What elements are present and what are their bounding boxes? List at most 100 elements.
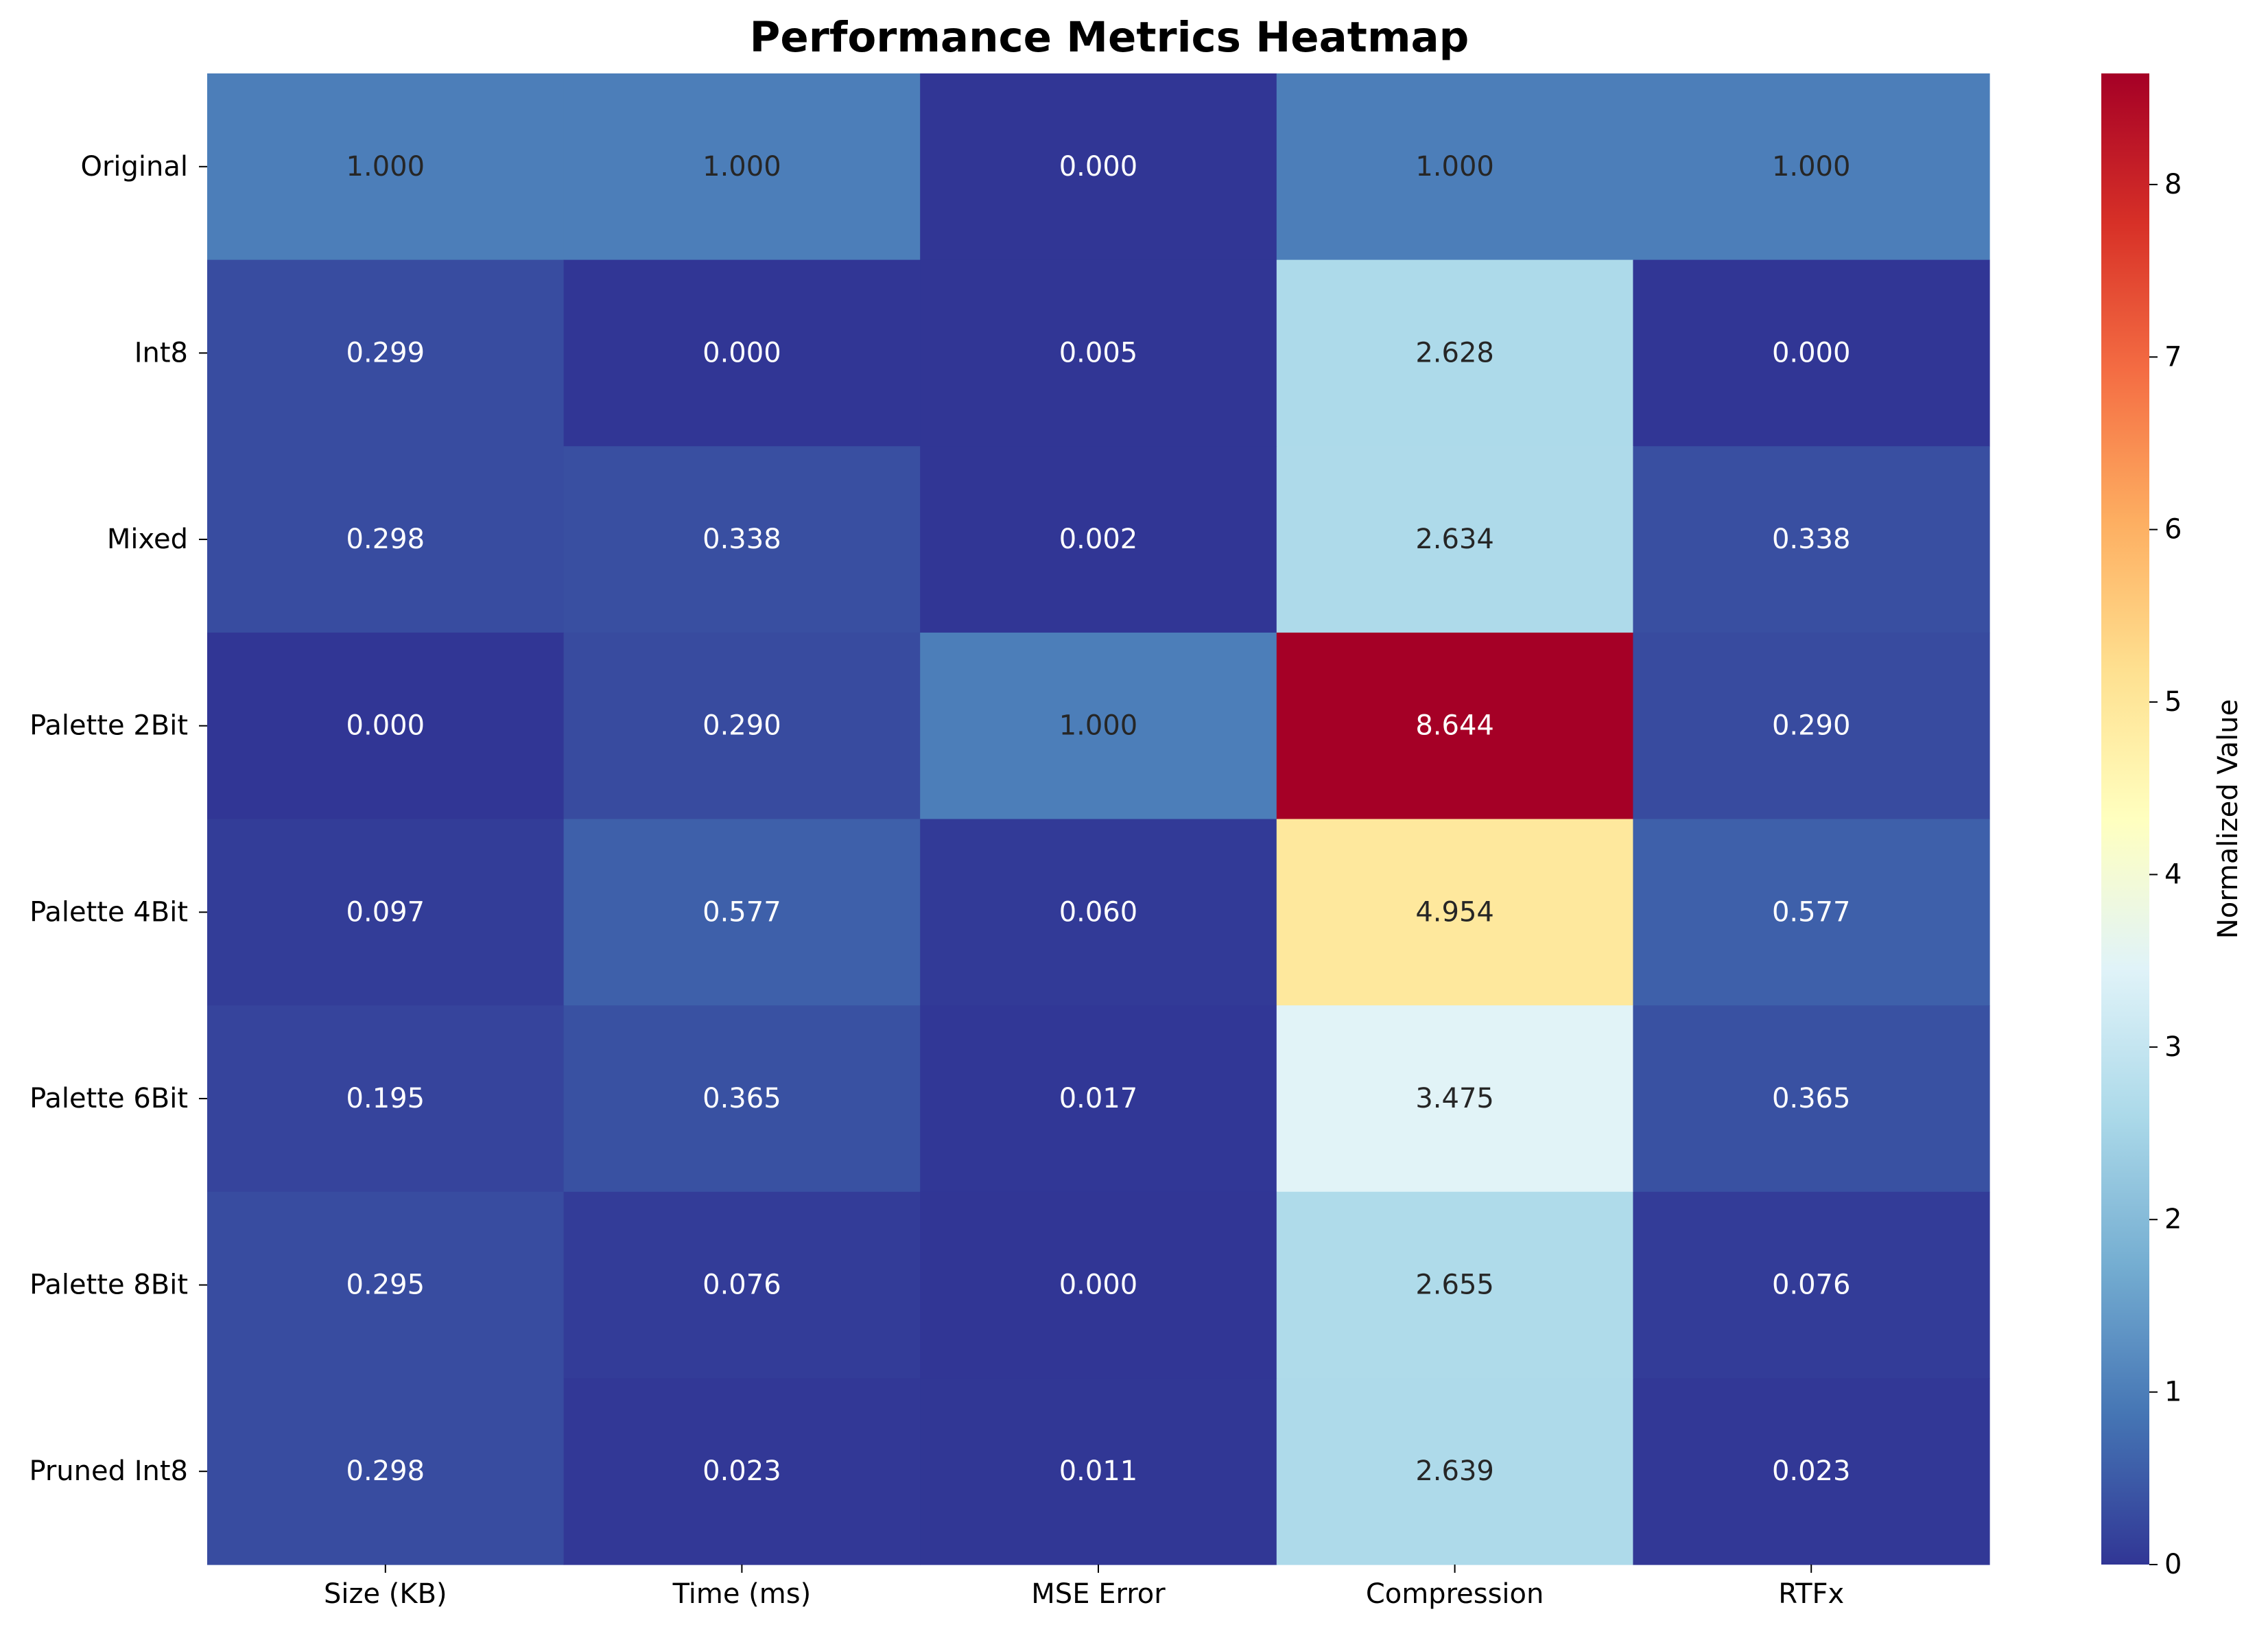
cell-value-label: 0.005 — [1059, 337, 1138, 368]
heatmap-cell-palette-4bit-time-ms — [563, 819, 921, 1006]
row-label-palette-6bit: Palette 6Bit — [29, 1083, 188, 1114]
heatmap-cell-palette-2bit-time-ms — [563, 632, 921, 820]
colorbar-tick-label: 3 — [2164, 1031, 2182, 1063]
column-label-mse-error: MSE Error — [1031, 1578, 1166, 1610]
heatmap-cell-mixed-rtfx — [1633, 446, 1990, 633]
cell-value-label: 1.000 — [346, 151, 425, 183]
heatmap-cell-palette-6bit-rtfx — [1633, 1005, 1990, 1193]
cell-value-label: 0.290 — [1772, 710, 1851, 742]
cell-value-label: 0.365 — [702, 1083, 781, 1114]
colorbar-gradient — [2101, 73, 2149, 1565]
row-label-int8: Int8 — [134, 337, 188, 368]
heatmap-cell-palette-6bit-time-ms — [563, 1005, 921, 1193]
cell-value-label: 1.000 — [702, 151, 781, 183]
heatmap-cell-original-compression — [1276, 73, 1633, 261]
cell-value-label: 0.298 — [346, 1455, 425, 1487]
heatmap-cell-palette-8bit-mse-error — [920, 1191, 1277, 1379]
heatmap-cell-palette-4bit-size-kb — [207, 819, 565, 1006]
heatmap-cell-palette-2bit-size-kb — [207, 632, 565, 820]
heatmap-cell-palette-6bit-size-kb — [207, 1005, 565, 1193]
cell-value-label: 2.634 — [1415, 524, 1494, 555]
heatmap-cell-mixed-compression — [1276, 446, 1633, 633]
colorbar-tick-label: 4 — [2164, 858, 2182, 890]
heatmap-cell-mixed-size-kb — [207, 446, 565, 633]
colorbar-tick-label: 2 — [2164, 1204, 2182, 1235]
row-label-palette-2bit: Palette 2Bit — [29, 710, 188, 742]
cell-value-label: 4.954 — [1415, 896, 1494, 928]
cell-value-label: 0.338 — [1772, 524, 1851, 555]
colorbar-tick-label: 1 — [2164, 1377, 2182, 1408]
heatmap-cell-pruned-int8-compression — [1276, 1378, 1633, 1565]
chart-title: Performance Metrics Heatmap — [750, 13, 1469, 62]
cell-value-label: 0.000 — [1059, 151, 1138, 183]
cell-value-label: 0.577 — [702, 896, 781, 928]
cell-value-label: 0.060 — [1059, 896, 1138, 928]
heatmap-cell-mixed-mse-error — [920, 446, 1277, 633]
cell-value-label: 0.000 — [1772, 337, 1851, 368]
heatmap-cell-palette-2bit-compression — [1276, 632, 1633, 820]
colorbar-tick-label: 0 — [2164, 1549, 2182, 1580]
heatmap-cell-int8-compression — [1276, 259, 1633, 447]
column-label-time-ms: Time (ms) — [672, 1578, 812, 1610]
cell-value-label: 1.000 — [1059, 710, 1138, 742]
cell-value-label: 2.628 — [1415, 337, 1494, 368]
cell-value-label: 0.023 — [1772, 1455, 1851, 1487]
colorbar-tick-label: 7 — [2164, 341, 2182, 373]
heatmap-cell-original-size-kb — [207, 73, 565, 261]
cell-value-label: 0.017 — [1059, 1083, 1138, 1114]
heatmap-cell-palette-6bit-mse-error — [920, 1005, 1277, 1193]
cell-value-label: 0.076 — [702, 1269, 781, 1301]
cell-value-label: 0.299 — [346, 337, 425, 368]
cell-value-label: 1.000 — [1415, 151, 1494, 183]
cell-value-label: 0.577 — [1772, 896, 1851, 928]
colorbar-tick-label: 8 — [2164, 169, 2182, 200]
cell-value-label: 0.011 — [1059, 1455, 1138, 1487]
column-label-size-kb: Size (KB) — [324, 1578, 447, 1610]
cell-value-label: 0.195 — [346, 1083, 425, 1114]
column-label-rtfx: RTFx — [1778, 1578, 1844, 1610]
column-label-compression: Compression — [1366, 1578, 1544, 1610]
heatmap-cell-palette-6bit-compression — [1276, 1005, 1633, 1193]
heatmap-cell-original-time-ms — [563, 73, 921, 261]
cell-value-label: 0.023 — [702, 1455, 781, 1487]
heatmap-cell-palette-2bit-mse-error — [920, 632, 1277, 820]
colorbar-tick-label: 5 — [2164, 686, 2182, 718]
row-label-mixed: Mixed — [107, 524, 188, 555]
heatmap-cell-palette-8bit-time-ms — [563, 1191, 921, 1379]
cell-value-label: 2.655 — [1415, 1269, 1494, 1301]
cell-value-label: 0.000 — [1059, 1269, 1138, 1301]
cell-value-label: 0.295 — [346, 1269, 425, 1301]
column-tick-labels: Size (KB) Time (ms) MSE Error Compression RT… — [324, 1565, 1844, 1610]
heatmap-cell-pruned-int8-rtfx — [1633, 1378, 1990, 1565]
heatmap-cell-original-mse-error — [920, 73, 1277, 261]
cell-value-label: 0.000 — [702, 337, 781, 368]
cell-value-label: 0.290 — [702, 710, 781, 742]
colorbar: 0 1 2 3 4 5 6 7 8 Normalized Value — [2101, 73, 2244, 1580]
heatmap-cell-mixed-time-ms — [563, 446, 921, 633]
cell-value-label: 0.338 — [702, 524, 781, 555]
heatmap-cell-palette-2bit-rtfx — [1633, 632, 1990, 820]
heatmap-cell-int8-size-kb — [207, 259, 565, 447]
heatmap-cell-palette-8bit-size-kb — [207, 1191, 565, 1379]
cell-value-label: 1.000 — [1772, 151, 1851, 183]
cell-value-label: 2.639 — [1415, 1455, 1494, 1487]
row-label-palette-4bit: Palette 4Bit — [29, 896, 188, 928]
heatmap-cell-palette-4bit-rtfx — [1633, 819, 1990, 1006]
cell-value-label: 0.076 — [1772, 1269, 1851, 1301]
heatmap-cell-original-rtfx — [1633, 73, 1990, 261]
cell-value-label: 0.002 — [1059, 524, 1138, 555]
cell-value-label: 0.298 — [346, 524, 425, 555]
cell-value-label: 3.475 — [1415, 1083, 1494, 1114]
cell-value-label: 0.097 — [346, 896, 425, 928]
heatmap-cell-palette-4bit-mse-error — [920, 819, 1277, 1006]
heatmap-cell-palette-4bit-compression — [1276, 819, 1633, 1006]
heatmap-cell-int8-time-ms — [563, 259, 921, 447]
heatmap-cell-pruned-int8-mse-error — [920, 1378, 1277, 1565]
heatmap-cell-int8-rtfx — [1633, 259, 1990, 447]
heatmap-cell-pruned-int8-size-kb — [207, 1378, 565, 1565]
row-tick-labels: Original Int8 Mixed Palette 2Bit Palette 4Bi… — [29, 151, 207, 1487]
heatmap-cell-int8-mse-error — [920, 259, 1277, 447]
row-label-palette-8bit: Palette 8Bit — [29, 1269, 188, 1301]
heatmap-cell-palette-8bit-rtfx — [1633, 1191, 1990, 1379]
